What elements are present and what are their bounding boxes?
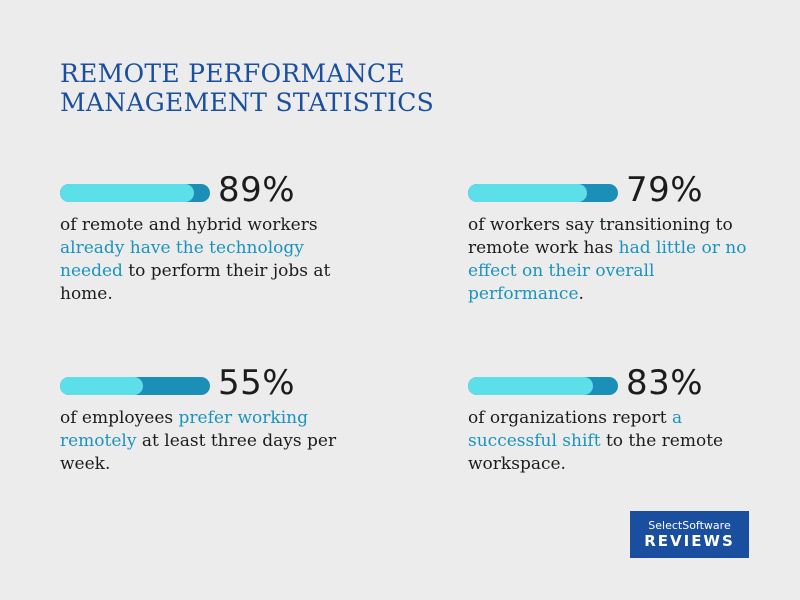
stat-text-after: to the remote workspace.	[468, 431, 724, 474]
stat-percent: 89%	[218, 170, 296, 210]
stat-header: 89%	[60, 170, 360, 216]
progress-bar	[468, 184, 618, 202]
title-line-2: MANAGEMENT STATISTICS	[60, 88, 435, 117]
progress-bar	[468, 377, 618, 395]
stat-text-before: of remote and hybrid workers	[60, 215, 318, 235]
selectsoftware-reviews-logo: SelectSoftware REVIEWS	[630, 511, 749, 558]
stat-text-before: of organizations report	[468, 408, 673, 428]
stat-text-before: of workers say transitioning to remote w…	[468, 215, 733, 258]
stat-description: of workers say transitioning to remote w…	[468, 214, 768, 306]
stat-card-3: 55% of employees prefer working remotely…	[60, 363, 360, 476]
stat-description: of organizations report a successful shi…	[468, 407, 768, 476]
logo-bottom-text: REVIEWS	[644, 532, 735, 550]
progress-bar	[60, 377, 210, 395]
stat-header: 83%	[468, 363, 768, 409]
progress-bar-fill	[468, 377, 593, 395]
stat-percent: 83%	[626, 363, 704, 403]
stat-text-after: at least three days per week.	[60, 431, 337, 474]
stat-card-1: 89% of remote and hybrid workers already…	[60, 170, 360, 306]
stat-highlight: had little or no effect on their overall…	[468, 238, 747, 304]
stat-card-4: 83% of organizations report a successful…	[468, 363, 768, 476]
stat-percent: 79%	[626, 170, 704, 210]
logo-top-text: SelectSoftware	[648, 519, 731, 532]
stat-percent: 55%	[218, 363, 296, 403]
stat-highlight: already have the technology needed	[60, 238, 304, 281]
stat-text-after: to perform their jobs at home.	[60, 261, 331, 304]
stat-highlight: prefer working remotely	[60, 408, 308, 451]
stat-text-after: .	[578, 284, 584, 304]
progress-bar-fill	[468, 184, 587, 202]
stat-description: of employees prefer working remotely at …	[60, 407, 360, 476]
stat-header: 79%	[468, 170, 768, 216]
progress-bar	[60, 184, 210, 202]
progress-bar-fill	[60, 184, 194, 202]
title-line-1: REMOTE PERFORMANCE	[60, 59, 405, 88]
stat-description: of remote and hybrid workers already hav…	[60, 214, 360, 306]
progress-bar-fill	[60, 377, 143, 395]
page-title: REMOTE PERFORMANCE MANAGEMENT STATISTICS	[60, 59, 434, 117]
stat-highlight: a successful shift	[468, 408, 683, 451]
stat-text-before: of employees	[60, 408, 179, 428]
stat-card-2: 79% of workers say transitioning to remo…	[468, 170, 768, 306]
stat-header: 55%	[60, 363, 360, 409]
